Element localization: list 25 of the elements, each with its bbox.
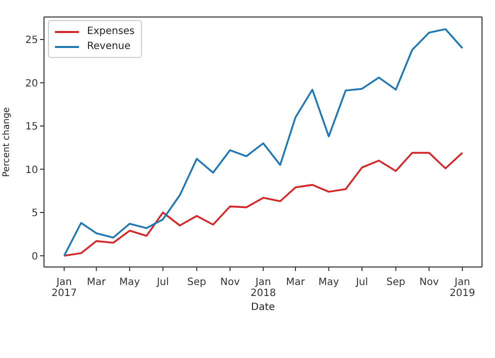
y-tick-label: 25 xyxy=(25,35,38,46)
x-tick-label: Sep xyxy=(386,277,406,288)
x-tick-label: May xyxy=(318,277,340,288)
x-tick-label: Jan 2019 xyxy=(450,277,476,299)
x-tick-label: May xyxy=(119,277,140,288)
x-tick-label: Nov xyxy=(220,277,240,288)
x-tick-label: Mar xyxy=(286,277,306,288)
y-tick-label: 20 xyxy=(25,78,38,90)
x-tick-label: Sep xyxy=(187,277,206,288)
y-tick-label: 10 xyxy=(25,164,38,176)
y-axis-title: Percent change xyxy=(2,106,12,177)
x-tick-label: Jul xyxy=(354,277,368,288)
y-tick-label: 5 xyxy=(32,208,38,220)
line-series xyxy=(63,28,464,257)
x-tick-label: Mar xyxy=(86,277,107,288)
x-tick-label: Nov xyxy=(419,277,439,288)
x-axis-title: Date xyxy=(251,302,275,313)
x-tick-label: Jul xyxy=(156,277,169,288)
legend-label: Revenue xyxy=(87,41,131,52)
legend-label: Expenses xyxy=(87,26,135,37)
x-tick-label: Jan 2018 xyxy=(250,277,276,299)
y-tick-label: 15 xyxy=(25,122,38,133)
x-tick-label: Jan 2017 xyxy=(51,277,77,299)
line-series xyxy=(63,152,464,257)
y-tick-label: 0 xyxy=(32,251,38,262)
